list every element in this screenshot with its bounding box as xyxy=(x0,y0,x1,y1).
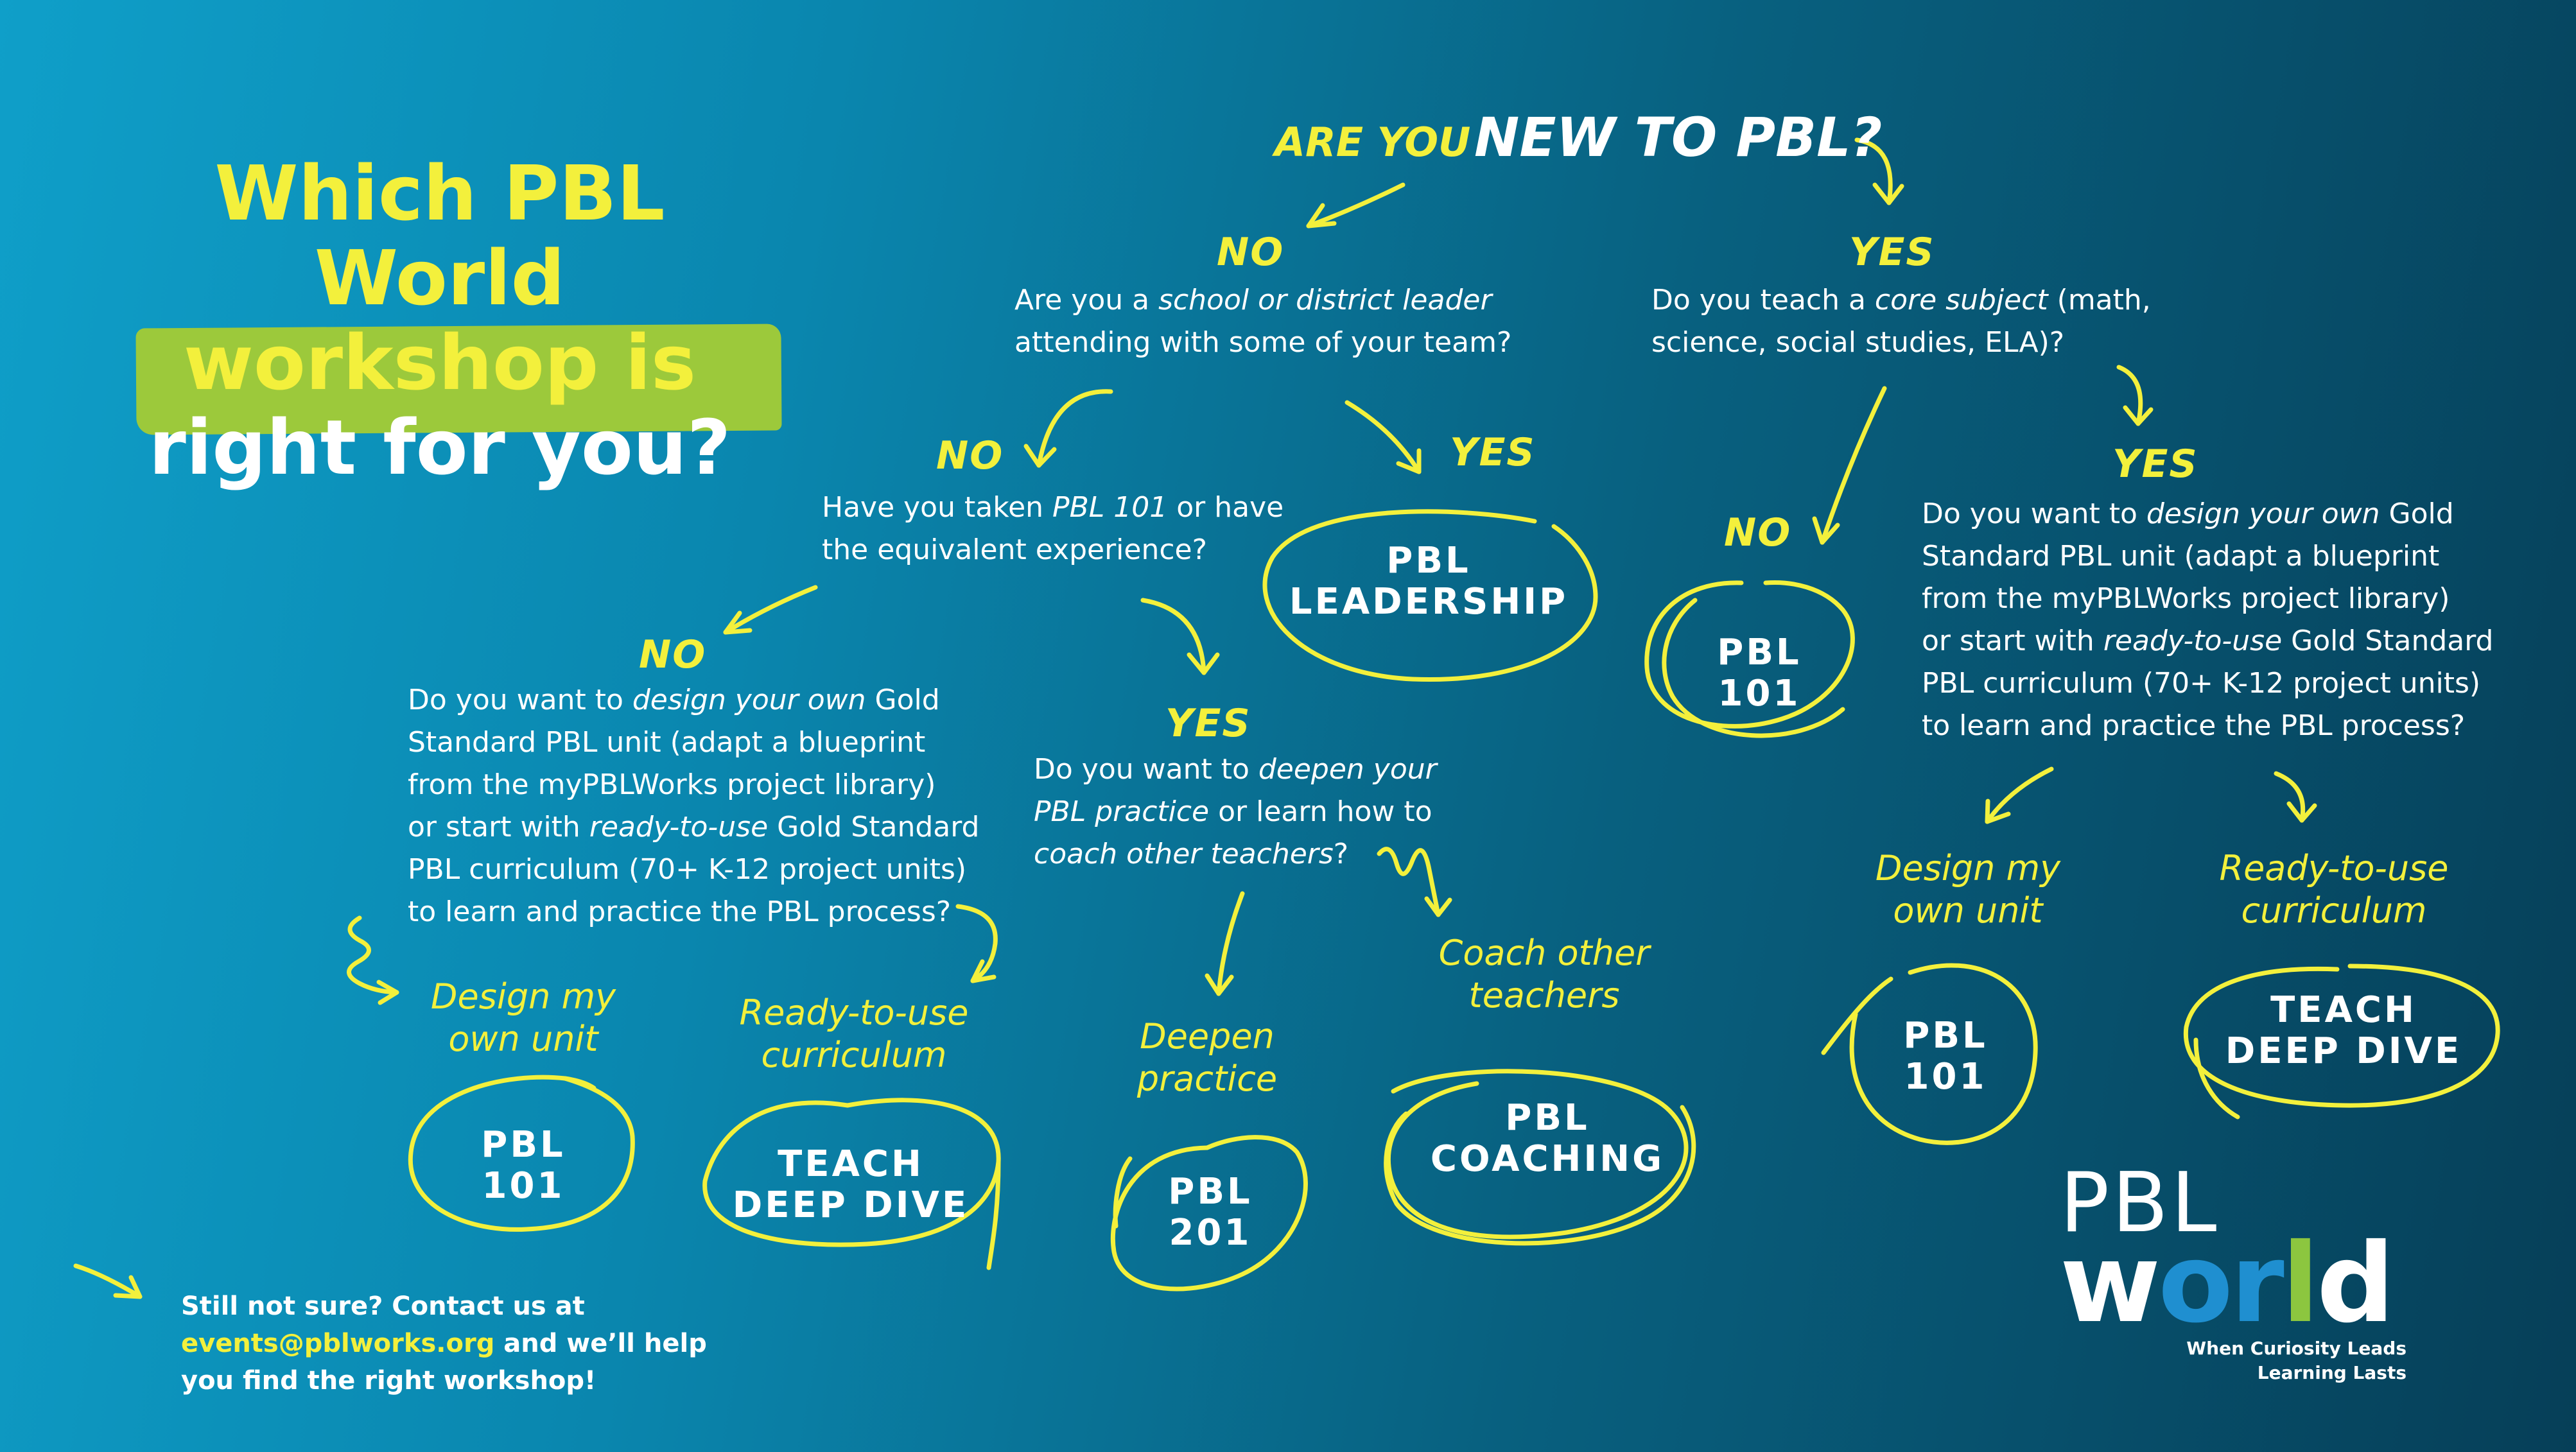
result-pbl-coaching: PBL COACHING xyxy=(1430,1097,1665,1180)
answer-yes-new: YES xyxy=(1849,230,1935,275)
result-teach-right: TEACH DEEP DIVE xyxy=(2225,989,2462,1072)
result-pbl101-mid: PBL 101 xyxy=(1717,632,1802,714)
logo-tagline: When Curiosity Leads Learning Lasts xyxy=(2186,1338,2406,1383)
answer-no-new: NO xyxy=(1217,230,1285,275)
arrow-ready-right xyxy=(2274,771,2306,823)
arrow-deepen xyxy=(1216,891,1245,996)
start-question: ARE YOU NEW TO PBL? xyxy=(1275,106,1882,169)
arrow-ready-left xyxy=(955,904,998,983)
answer-no-leader: NO xyxy=(936,433,1004,478)
oval-teach-left xyxy=(702,1098,1001,1270)
option-ready-left: Ready-to-use curriculum xyxy=(739,992,969,1075)
option-deepen: Deepen practice xyxy=(1136,1016,1278,1099)
question-design-left: Do you want to design your own Gold Stan… xyxy=(408,684,980,928)
contact-email-link[interactable]: events@pblworks.org xyxy=(181,1329,495,1358)
start-prefix: ARE YOU xyxy=(1275,119,1471,166)
arrow-101-yes xyxy=(1140,598,1206,675)
arrow-leader-no xyxy=(1036,389,1113,468)
oval-coaching xyxy=(1384,1069,1696,1246)
result-pbl101-right: PBL 101 xyxy=(1903,1015,1988,1098)
arrow-start-no xyxy=(1306,182,1405,229)
answer-yes-leader: YES xyxy=(1450,430,1536,475)
question-core-subject: Do you teach a core subject (math, scien… xyxy=(1651,284,2151,359)
squiggle-design-left xyxy=(347,915,399,995)
result-pbl101-left: PBL 101 xyxy=(481,1124,566,1207)
arrow-core-no xyxy=(1820,386,1887,545)
arrow-start-yes xyxy=(1854,137,1893,205)
oval-leadership xyxy=(1262,509,1598,682)
question-leader: Are you a school or district leader atte… xyxy=(1014,284,1512,359)
option-design-right: Design my own unit xyxy=(1875,848,2061,931)
answer-no-101: NO xyxy=(639,632,707,677)
oval-101-right xyxy=(1821,963,2038,1145)
question-pbl101: Have you taken PBL 101 or have the equiv… xyxy=(822,491,1284,566)
arrow-101-no xyxy=(723,585,818,635)
title-line-2: workshop is xyxy=(183,318,697,407)
answer-no-core: NO xyxy=(1724,510,1792,555)
oval-101-mid xyxy=(1644,580,1855,738)
oval-201 xyxy=(1110,1135,1308,1292)
question-deepen: Do you want to deepen your PBL practice … xyxy=(1034,753,1437,870)
pbl-world-logo: PBL world When Curiosity Leads Learning … xyxy=(2060,1162,2406,1393)
option-ready-right: Ready-to-use curriculum xyxy=(2219,848,2449,931)
oval-101-left xyxy=(408,1075,635,1232)
answer-yes-101: YES xyxy=(1165,701,1251,746)
option-coach: Coach other teachers xyxy=(1438,933,1650,1016)
logo-world-text: world xyxy=(2060,1220,2395,1347)
start-main: NEW TO PBL? xyxy=(1474,106,1883,169)
title-line-3: right for you? xyxy=(148,403,731,492)
squiggle-coach xyxy=(1377,847,1441,917)
result-teach-left: TEACH DEEP DIVE xyxy=(732,1143,970,1226)
result-pbl-leadership: PBL LEADERSHIP xyxy=(1289,540,1569,623)
title-line-1: Which PBL World xyxy=(214,149,665,322)
question-design-right: Do you want to design your own Gold Stan… xyxy=(1922,497,2494,742)
footer-contact: Still not sure? Contact us at events@pbl… xyxy=(181,1292,707,1396)
page-title: Which PBL World workshop is right for yo… xyxy=(83,151,796,490)
arrow-core-yes xyxy=(2116,365,2143,426)
logo-pbl-text: PBL xyxy=(2060,1155,2220,1251)
answer-yes-core: YES xyxy=(2112,442,2198,487)
arrow-leader-yes xyxy=(1345,400,1422,474)
arrow-design-right xyxy=(1985,766,2054,824)
arrow-footer xyxy=(73,1263,143,1299)
result-pbl201: PBL 201 xyxy=(1168,1171,1253,1254)
oval-teach-right xyxy=(2183,964,2500,1119)
option-design-left: Design my own unit xyxy=(430,976,616,1059)
